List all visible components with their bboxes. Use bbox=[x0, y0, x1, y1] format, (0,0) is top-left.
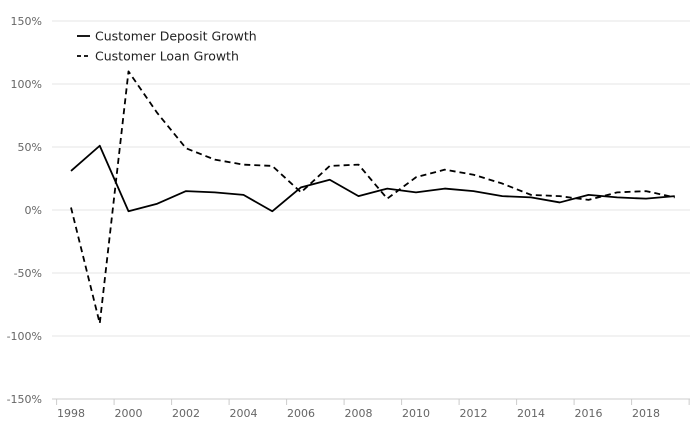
x-tick-label: 2016 bbox=[575, 407, 603, 420]
x-tick-label: 2014 bbox=[517, 407, 545, 420]
y-tick-label: -150% bbox=[7, 393, 42, 406]
x-tick-label: 2004 bbox=[230, 407, 258, 420]
customer-deposit-growth-line bbox=[70, 144, 675, 213]
x-tick-label: 2002 bbox=[172, 407, 200, 420]
y-tick-label: 0% bbox=[25, 204, 42, 217]
y-tick-label: -100% bbox=[7, 330, 42, 343]
y-tick-label: 100% bbox=[11, 78, 42, 91]
series-lines bbox=[70, 70, 675, 325]
legend: Customer Deposit Growth Customer Loan Gro… bbox=[77, 29, 257, 64]
y-tick-label: -50% bbox=[14, 267, 42, 280]
x-tick-label: 2006 bbox=[287, 407, 315, 420]
legend-item-label: Customer Deposit Growth bbox=[95, 29, 257, 44]
x-tick-label: 2010 bbox=[402, 407, 430, 420]
x-tick-label: 2018 bbox=[632, 407, 660, 420]
x-tick-label: 2012 bbox=[460, 407, 488, 420]
x-tick-label: 2000 bbox=[115, 407, 143, 420]
customer-loan-growth-line bbox=[70, 70, 675, 325]
x-tick-label: 1998 bbox=[57, 407, 85, 420]
y-tick-label: 150% bbox=[11, 15, 42, 28]
x-axis: 1998 2000 2002 2004 2006 2008 2010 2012 2014 2016… bbox=[52, 398, 690, 420]
gridlines: 150% 100% 50% 0% -50% -100% -150% bbox=[7, 15, 690, 406]
x-tick-label: 2008 bbox=[345, 407, 373, 420]
y-tick-label: 50% bbox=[18, 141, 42, 154]
legend-item-label: Customer Loan Growth bbox=[95, 49, 239, 64]
